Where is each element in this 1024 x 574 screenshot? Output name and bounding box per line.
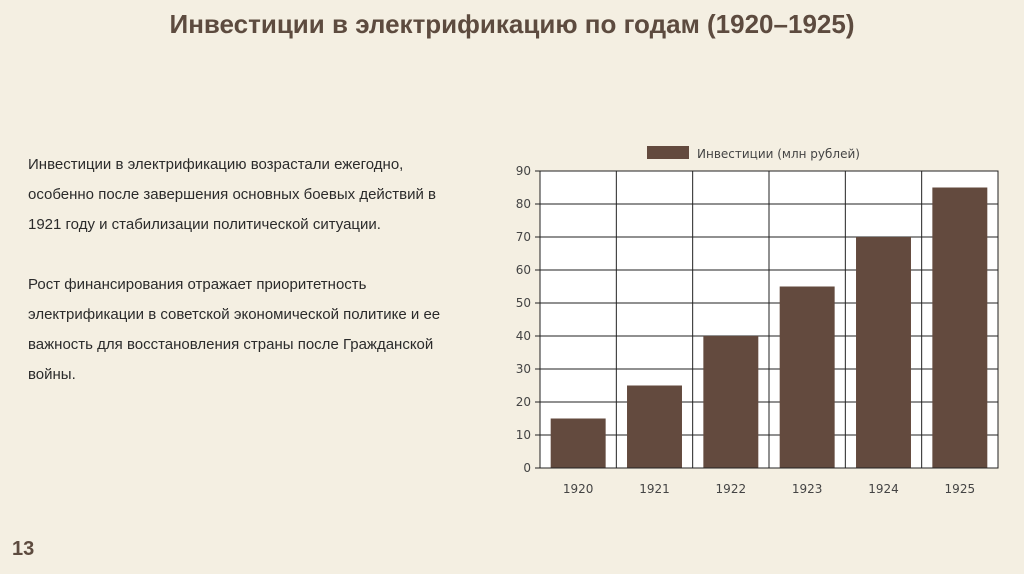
y-tick-label: 10 [516,428,531,442]
paragraph-2: Рост финансирования отражает приоритетно… [28,276,441,383]
y-tick-label: 80 [516,197,531,211]
page-number: 13 [12,538,35,560]
plot-frame [539,170,999,469]
bar-chart: 0 10 20 30 40 50 60 70 80 90 1920 1921 1922 1923 1924 1… [516,146,999,496]
x-tick-label: 1921 [639,482,670,496]
bar-1925 [932,187,988,468]
x-tick-label: 1920 [563,482,594,496]
x-tick-label: 1923 [792,482,823,496]
bar-1923 [779,286,835,468]
y-tick-label: 90 [516,164,531,178]
legend-swatch [647,146,689,159]
bar-1921 [627,385,682,468]
legend-label: Инвестиции (млн рублей) [697,147,860,161]
x-tick-label: 1922 [716,482,747,496]
y-tick-label: 40 [516,329,531,343]
y-tick-label: 30 [516,362,531,376]
x-tick-label: 1925 [945,482,976,496]
bar-1920 [550,418,606,468]
slide-title: Инвестиции в электрификацию по годам (19… [169,9,855,39]
y-tick-label: 50 [516,296,531,310]
slide-body: Инвестиции в электрификацию возрастали е… [28,150,448,420]
bar-1924 [856,237,911,468]
bar-1922 [703,336,759,468]
y-tick-label: 70 [516,230,531,244]
y-tick-label: 20 [516,395,531,409]
y-tick-label: 0 [523,461,531,475]
x-tick-label: 1924 [868,482,899,496]
y-tick-label: 60 [516,263,531,277]
paragraph-1: Инвестиции в электрификацию возрастали е… [28,156,437,233]
